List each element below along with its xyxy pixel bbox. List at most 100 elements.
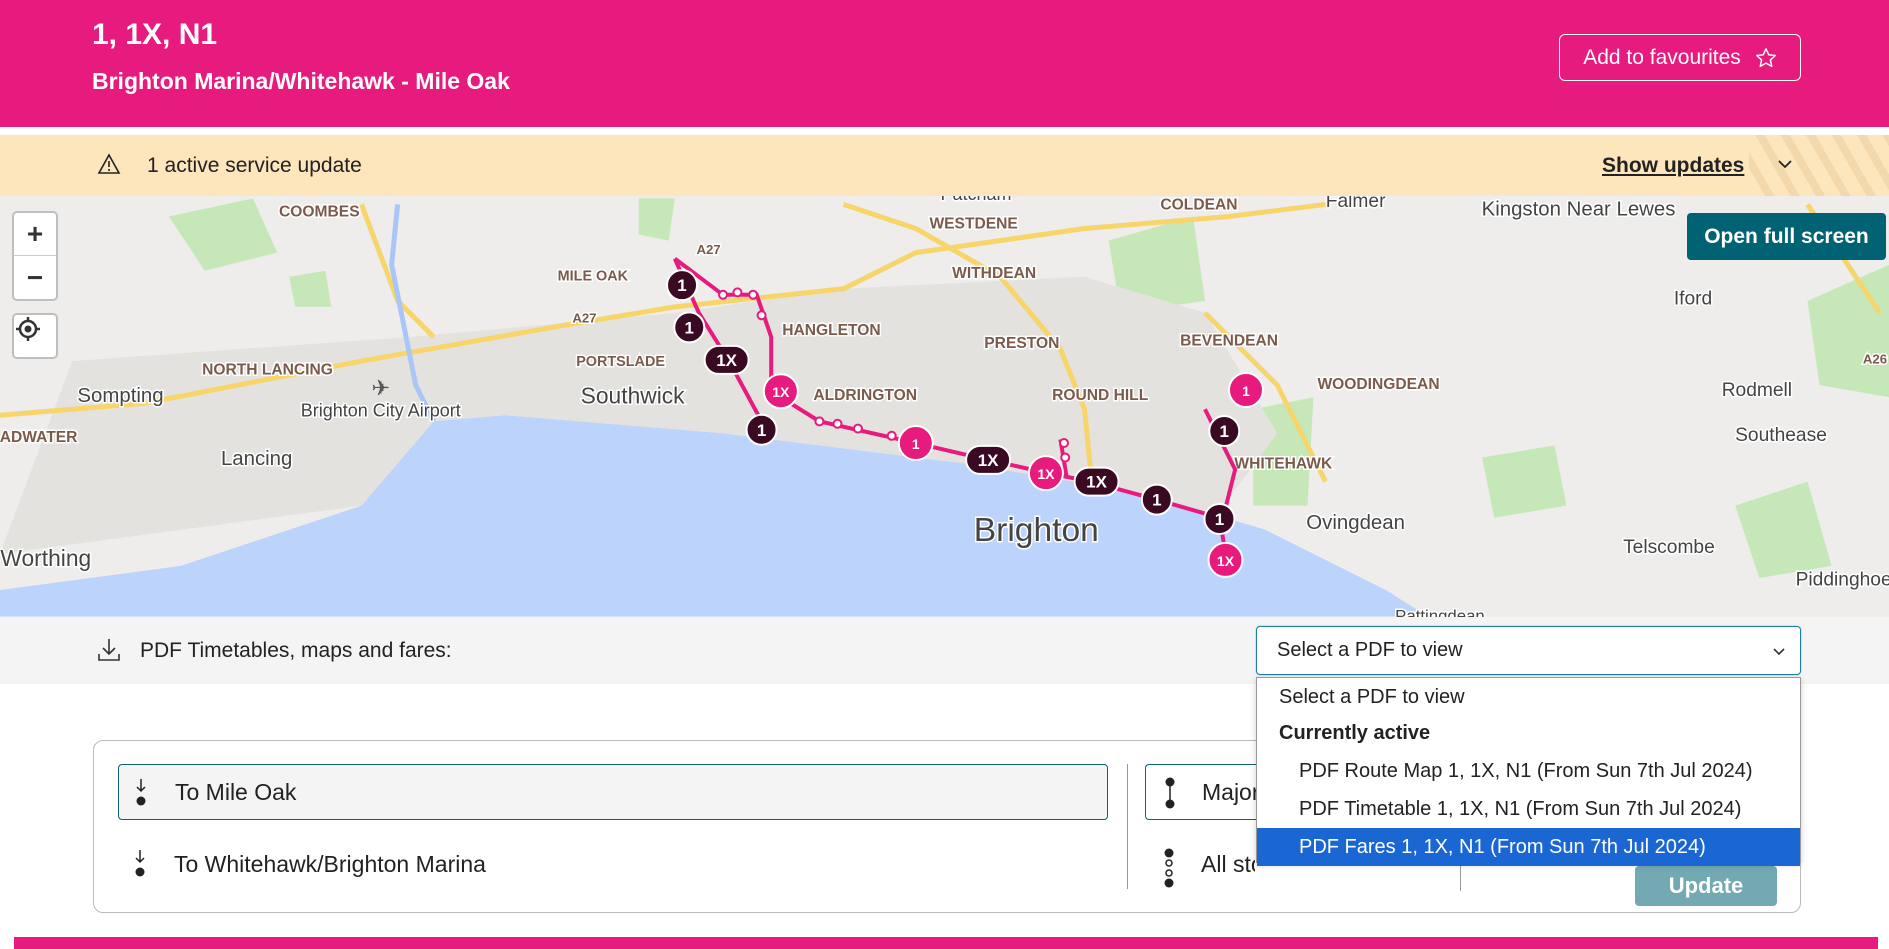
map-place-label: ALDRINGTON (813, 387, 917, 404)
bus-stop-dot (718, 289, 728, 300)
pdf-dropdown-menu: Select a PDF to view Currently active PD… (1256, 677, 1801, 866)
update-button[interactable]: Update (1635, 866, 1777, 906)
bus-marker-label: 1 (1152, 491, 1161, 510)
map-place-label: Ovingdean (1306, 512, 1405, 534)
pdf-select[interactable]: Select a PDF to view (1256, 626, 1801, 675)
road (842, 202, 1094, 470)
bus-marker-label: 1 (685, 318, 694, 337)
show-updates-link[interactable]: Show updates (1602, 154, 1745, 177)
bus-marker[interactable]: 1X (1027, 455, 1064, 492)
green-area (638, 198, 675, 241)
map-place-label: MILE OAK (558, 269, 629, 285)
chevron-down-icon (1773, 648, 1785, 656)
bus-marker[interactable]: 1 (1203, 502, 1236, 535)
direction-label: To Whitehawk/Brighton Marina (174, 850, 486, 877)
bus-marker-label: 1X (772, 384, 790, 400)
airport-icon: ✈ (372, 376, 390, 401)
map-place-label: ROUND HILL (1052, 387, 1149, 404)
bus-stop-dot (832, 418, 843, 429)
bus-marker-label: 1 (912, 436, 920, 452)
open-full-screen-button[interactable]: Open full screen (1687, 213, 1886, 260)
green-area (1482, 445, 1567, 518)
pdf-label: PDF Timetables, maps and fares: (140, 639, 452, 662)
major-stops-icon (1165, 777, 1175, 809)
bus-marker[interactable]: 1 (1208, 414, 1241, 447)
locate-icon (16, 317, 40, 341)
star-icon (1755, 47, 1776, 67)
map-place-label: Lancing (221, 448, 292, 470)
pdf-option-route-map[interactable]: PDF Route Map 1, 1X, N1 (From Sun 7th Ju… (1299, 760, 1753, 782)
pdf-option-fares[interactable]: PDF Fares 1, 1X, N1 (From Sun 7th Jul 20… (1257, 828, 1800, 866)
all-stops-icon (1164, 848, 1174, 888)
map-place-label: WHITEHAWK (1234, 456, 1333, 473)
bus-marker[interactable]: 1 (666, 269, 699, 302)
pdf-option-placeholder[interactable]: Select a PDF to view (1279, 686, 1465, 708)
bus-stop-dot (1060, 452, 1071, 463)
map-place-label: Southease (1735, 425, 1827, 446)
bus-marker[interactable]: 1 (673, 311, 706, 344)
map-place-label: A27 (572, 311, 596, 326)
bus-stop-dot (756, 310, 767, 321)
stops-label: Major stops (1202, 778, 1256, 805)
bus-marker-label: 1 (1220, 422, 1229, 441)
map-place-label: Pattingdean (1395, 607, 1485, 617)
bus-marker-label: 1X (978, 451, 999, 470)
green-area (1807, 264, 1889, 398)
zoom-in-button[interactable]: + (14, 213, 56, 256)
pdf-select-value: Select a PDF to view (1277, 639, 1463, 661)
direction-label: To Mile Oak (175, 778, 297, 805)
map-place-label: HANGLETON (782, 322, 880, 339)
sea (0, 415, 1428, 617)
divider (1127, 764, 1128, 889)
bus-stop-dot (852, 423, 863, 434)
bus-marker[interactable]: 1X (703, 344, 750, 375)
chevron-down-icon[interactable] (1776, 149, 1794, 179)
map-place-label: BEVENDEAN (1180, 333, 1278, 350)
stops-label: All stops (1201, 850, 1255, 877)
green-area (1735, 481, 1832, 578)
green-area (1108, 216, 1205, 313)
bus-marker[interactable]: 1X (762, 373, 799, 410)
zoom-controls: + − (12, 211, 58, 301)
add-to-favourites-button[interactable]: Add to favourites (1559, 34, 1801, 81)
footer-bar (14, 937, 1878, 949)
map-place-label: COLDEAN (1160, 196, 1237, 213)
alert-text: 1 active service update (147, 154, 362, 177)
direction-to-mile-oak[interactable]: To Mile Oak (118, 764, 1108, 820)
bus-marker[interactable]: 1X (1207, 541, 1244, 578)
all-stops-option[interactable]: All stops (1145, 836, 1257, 892)
map-place-label: COOMBES (279, 204, 360, 221)
map-place-label: A26 (1863, 352, 1887, 367)
direction-to-whitehawk[interactable]: To Whitehawk/Brighton Marina (118, 836, 1108, 892)
bus-marker[interactable]: 1 (1140, 483, 1173, 516)
bus-marker[interactable]: 1 (1227, 372, 1264, 409)
bus-marker-label: 1 (757, 421, 766, 440)
map-place-label: PRESTON (984, 335, 1059, 352)
bus-stop-dot (886, 430, 897, 441)
bus-marker[interactable]: 1X (1073, 466, 1120, 497)
map-place-label: Piddinghoe (1796, 569, 1889, 590)
map-place-label: Rodmell (1722, 380, 1792, 401)
route-map[interactable]: Patcham COLDEAN Falmer Kingston Near Lewes C… (0, 196, 1889, 617)
bus-marker[interactable]: 1 (897, 425, 934, 462)
bus-stop-dot (1059, 438, 1070, 449)
route-subtitle: Brighton Marina/Whitehawk - Mile Oak (92, 68, 510, 94)
bus-marker[interactable]: 1 (745, 413, 778, 446)
zoom-out-button[interactable]: − (26, 261, 44, 293)
bus-marker-label: 1 (1242, 383, 1250, 399)
map-place-label: Sompting (77, 385, 163, 407)
bus-marker[interactable]: 1X (965, 444, 1012, 475)
pdf-option-timetable[interactable]: PDF Timetable 1, 1X, N1 (From Sun 7th Ju… (1299, 798, 1742, 820)
favourite-label: Add to favourites (1583, 45, 1741, 69)
map-canvas[interactable]: Patcham COLDEAN Falmer Kingston Near Lewes C… (0, 196, 1889, 617)
map-place-label: A27 (696, 242, 720, 257)
locate-me-button[interactable] (12, 313, 58, 359)
page-title: 1, 1X, N1 (92, 18, 218, 51)
map-place-label: ADWATER (0, 429, 77, 446)
major-stops-option[interactable]: Major stops (1145, 764, 1257, 820)
road (1203, 311, 1328, 483)
map-place-label: NORTH LANCING (202, 362, 333, 379)
bus-marker-label: 1X (716, 351, 737, 370)
urban-area (0, 276, 1278, 554)
river (389, 204, 437, 423)
